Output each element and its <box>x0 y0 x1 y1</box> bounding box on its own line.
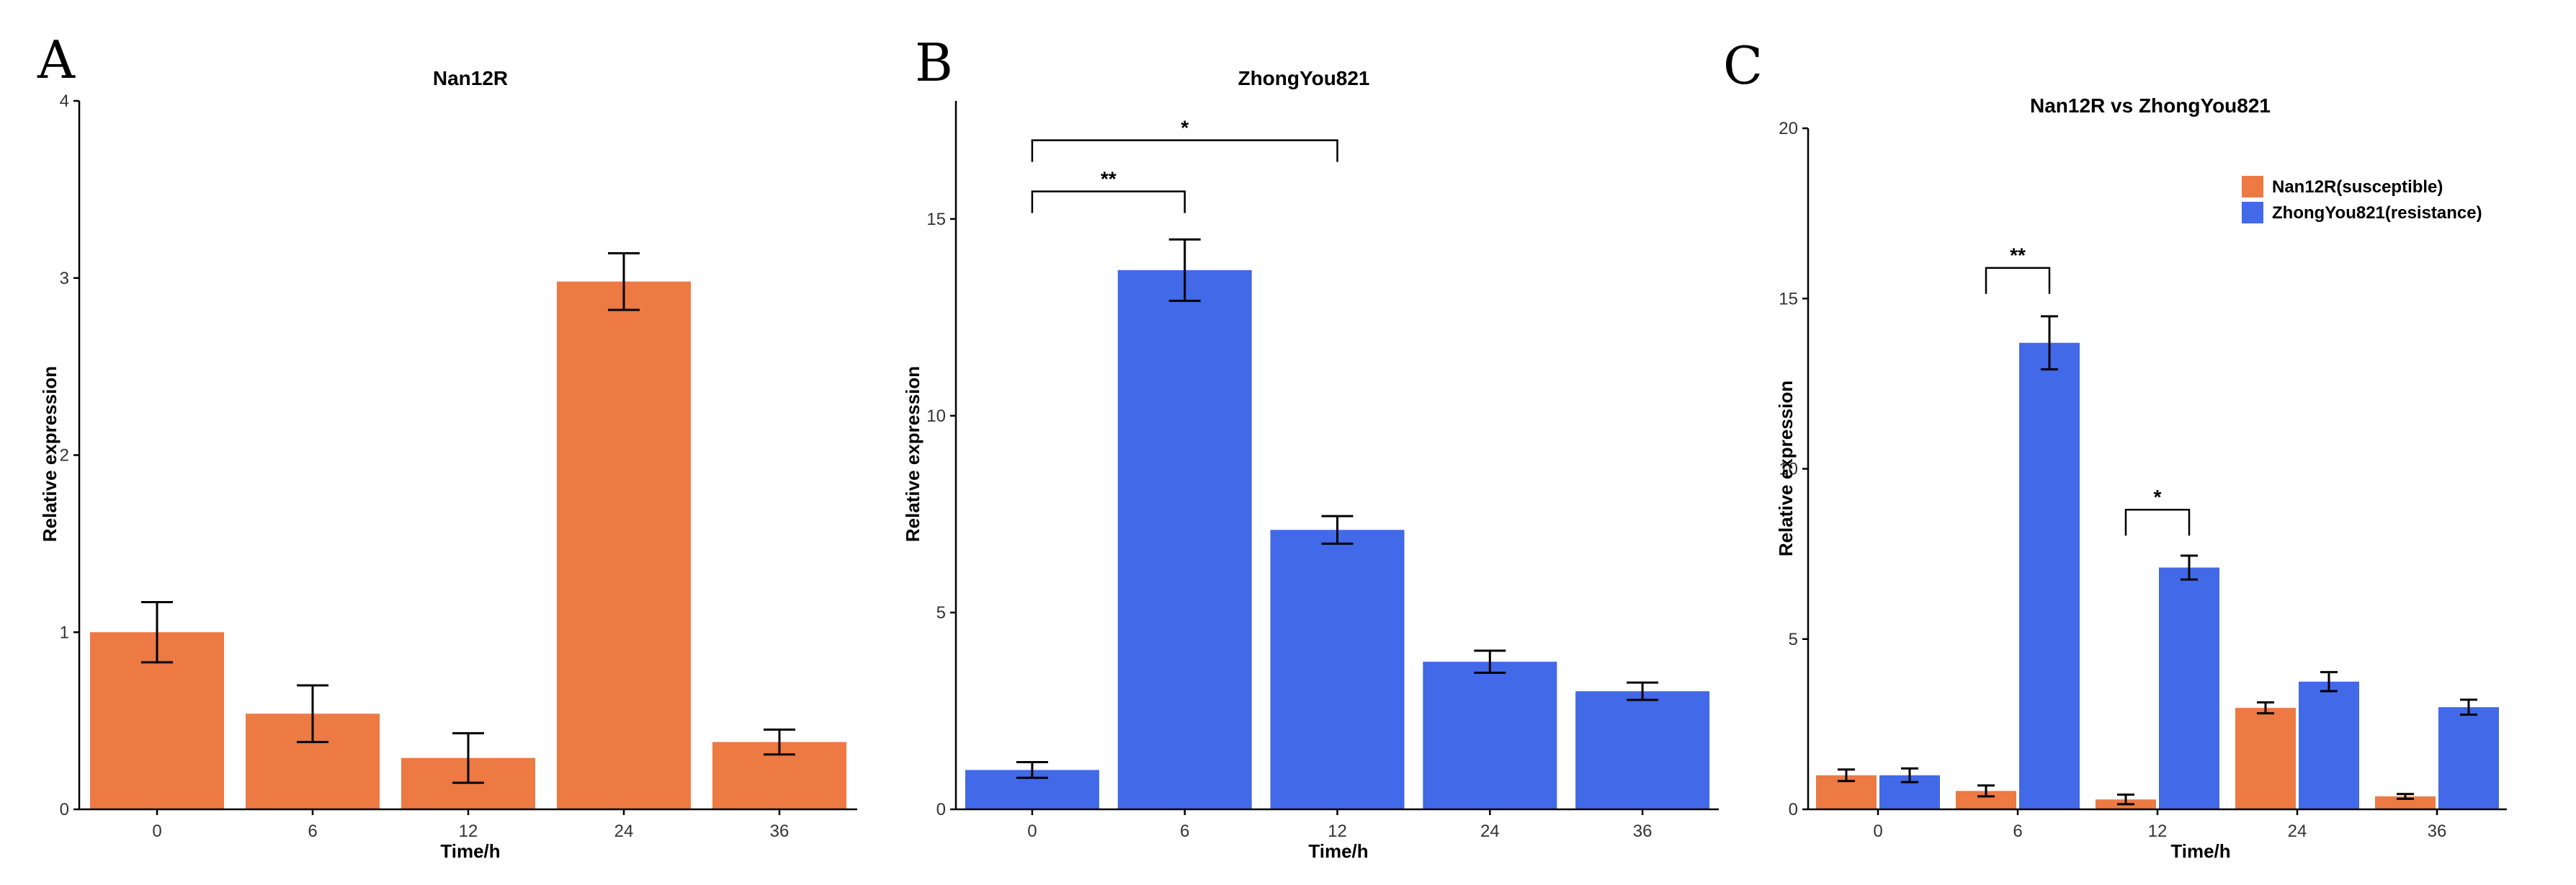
y-tick-label: 10 <box>1779 460 1798 479</box>
error-bar-6-0 <box>1168 238 1201 302</box>
error-bar-6-0 <box>1977 784 1995 798</box>
error-bar-24-0 <box>1474 649 1506 674</box>
x-tick-label: 6 <box>1180 822 1189 841</box>
bar-6-zhongyou821 <box>2019 342 2080 809</box>
error-bar-0-0 <box>1838 768 1855 783</box>
significance-label-0: ** <box>1101 168 1117 190</box>
chart-title-c: Nan12R vs ZhongYou821 <box>2030 94 2271 117</box>
x-tick-label: 0 <box>1873 822 1882 841</box>
error-bar-6-0 <box>297 684 328 744</box>
x-tick-label: 12 <box>2148 822 2168 841</box>
error-bar-0-1 <box>1901 767 1918 783</box>
x-axis-label-c: Time/h <box>2170 840 2230 862</box>
y-tick-label: 0 <box>60 800 69 819</box>
y-axis-label-b: Relative expression <box>902 366 923 542</box>
error-bar-6-1 <box>2041 315 2058 371</box>
error-bar-24-0 <box>2257 701 2274 715</box>
y-tick-label: 3 <box>60 269 69 288</box>
error-bar-36-0 <box>2397 793 2414 800</box>
x-tick-label: 24 <box>1480 822 1500 841</box>
x-tick-label: 36 <box>770 822 790 841</box>
y-tick-label: 2 <box>60 446 69 466</box>
panel-c: C Nan12R vs ZhongYou821 0 5 10 15 20 0 6 12 24 36… <box>1723 35 2507 862</box>
x-tick-label: 36 <box>2428 822 2447 841</box>
legend-label-zhongyou821: ZhongYou821(resistance) <box>2272 203 2482 223</box>
bar-36-zhongyou821 <box>2438 707 2499 809</box>
significance-bracket-1 <box>1031 139 1338 162</box>
error-bar-12-0 <box>1321 515 1354 545</box>
y-tick-label: 5 <box>1789 630 1798 649</box>
significance-bracket-1 <box>2124 508 2191 536</box>
x-tick-label: 12 <box>459 822 478 841</box>
panel-letter-a: A <box>37 30 76 90</box>
significance-bracket-0 <box>1031 190 1186 213</box>
y-tick-label: 10 <box>926 406 946 426</box>
significance-label-0: ** <box>2010 244 2026 267</box>
error-bar-12-1 <box>2181 554 2198 581</box>
y-tick-label: 0 <box>936 800 946 819</box>
y-tick-label: 5 <box>936 603 946 623</box>
x-tick-label: 24 <box>2288 822 2307 841</box>
bar-24-series <box>1423 662 1557 809</box>
bar-12-series <box>1270 530 1405 809</box>
bar-36-nan12r <box>2375 796 2436 809</box>
error-bar-24-1 <box>2320 671 2338 693</box>
y-tick-label: 1 <box>60 623 69 642</box>
panel-letter-c: C <box>1723 35 1763 96</box>
significance-bracket-0 <box>1985 267 2051 294</box>
bar-24-series <box>557 281 691 809</box>
error-bar-12-0 <box>452 731 484 784</box>
y-tick-label: 15 <box>926 210 946 229</box>
significance-label-1: * <box>2154 486 2162 508</box>
x-tick-label: 6 <box>2013 822 2022 841</box>
y-tick-label: 15 <box>1779 289 1798 308</box>
legend-swatch-nan12r <box>2242 176 2263 197</box>
x-tick-label: 24 <box>614 822 634 841</box>
y-axis-label-c: Relative expression <box>1775 381 1797 556</box>
x-tick-label: 0 <box>152 822 161 841</box>
y-tick-label: 0 <box>1789 800 1798 819</box>
x-tick-label: 6 <box>308 822 317 841</box>
bar-6-series <box>1117 270 1252 810</box>
y-axis-label-a: Relative expression <box>39 366 61 542</box>
legend-label-nan12r: Nan12R(susceptible) <box>2272 177 2443 197</box>
significance-label-1: * <box>1181 117 1189 139</box>
error-bar-36-0 <box>764 728 795 756</box>
chart-title-a: Nan12R <box>433 67 508 89</box>
x-axis-label-b: Time/h <box>1308 840 1368 862</box>
chart-title-b: ZhongYou821 <box>1238 67 1369 89</box>
error-bar-36-1 <box>2460 698 2477 716</box>
x-tick-label: 36 <box>1633 822 1653 841</box>
legend: Nan12R(susceptible) ZhongYou821(resistan… <box>2242 176 2482 223</box>
panel-letter-b: B <box>915 32 953 93</box>
error-bar-24-0 <box>608 252 640 311</box>
error-bar-36-0 <box>1627 681 1659 701</box>
x-tick-label: 0 <box>1027 822 1037 841</box>
bar-36-series <box>1575 691 1710 809</box>
x-tick-label: 12 <box>1328 822 1347 841</box>
error-bar-0-0 <box>141 600 173 664</box>
x-axis-label-a: Time/h <box>440 840 500 862</box>
error-bar-0-0 <box>1016 760 1048 779</box>
legend-swatch-zhongyou821 <box>2242 202 2263 223</box>
bar-12-zhongyou821 <box>2159 567 2219 809</box>
y-tick-label: 4 <box>60 92 69 111</box>
bar-24-zhongyou821 <box>2299 681 2359 809</box>
error-bar-12-0 <box>2117 793 2134 806</box>
y-tick-label: 20 <box>1779 119 1798 138</box>
bar-24-nan12r <box>2235 708 2296 809</box>
